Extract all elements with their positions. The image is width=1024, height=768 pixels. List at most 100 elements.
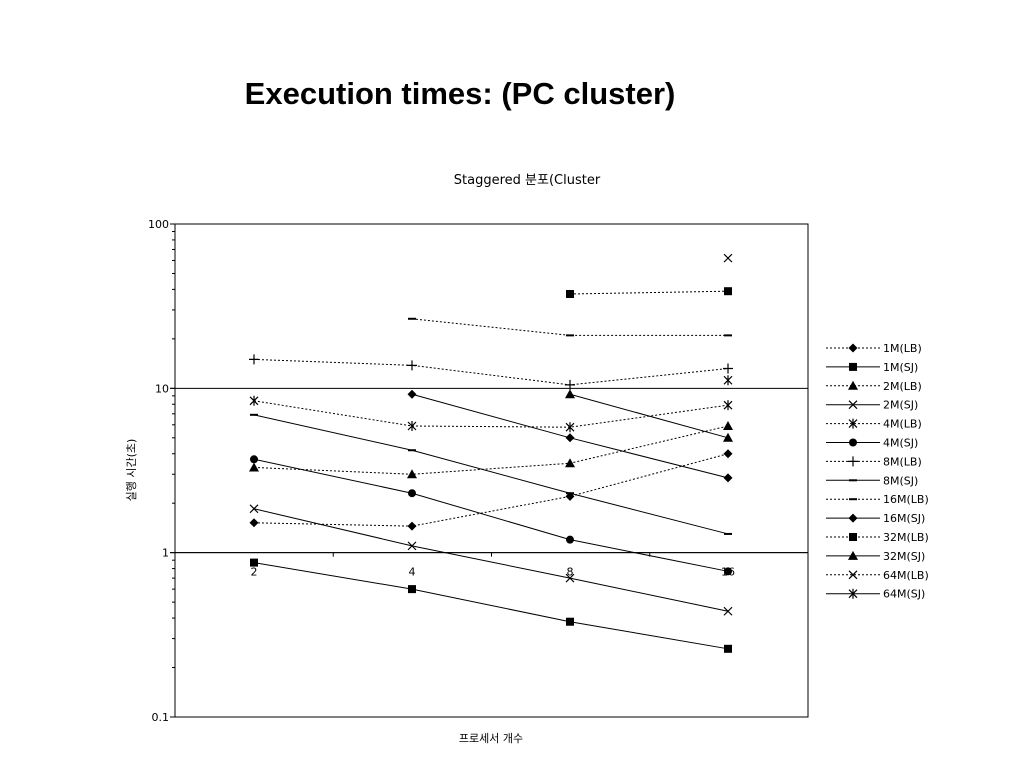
series-line	[253, 425, 729, 475]
data-point	[249, 462, 259, 472]
legend-marker	[848, 400, 858, 410]
series-4M(SJ)	[250, 455, 732, 576]
y-tick-label: 100	[148, 218, 169, 231]
series-line	[411, 318, 728, 336]
legend-item: 8M(LB)	[826, 455, 922, 468]
x-tick-label: 4	[409, 566, 416, 579]
series-16M(LB)	[408, 317, 732, 337]
data-point	[723, 449, 733, 459]
series-line	[569, 393, 729, 439]
legend-item: 16M(SJ)	[826, 512, 925, 525]
chart-title: Staggered 분포(Cluster	[454, 173, 601, 188]
legend-item: 4M(LB)	[826, 418, 922, 431]
legend-label: 2M(SJ)	[883, 399, 918, 412]
legend-marker	[848, 550, 858, 560]
data-point	[723, 606, 733, 616]
data-point	[724, 567, 732, 576]
data-point	[565, 422, 575, 433]
legend-item: 1M(LB)	[826, 342, 922, 355]
x-tick-label: 2	[251, 566, 258, 579]
legend-label: 64M(SJ)	[883, 588, 925, 601]
legend: 1M(LB) 1M(SJ) 2M(LB) 2M(SJ) 4M(LB) 4M(SJ) 8M(L…	[826, 342, 929, 601]
data-point	[407, 541, 417, 551]
legend-marker	[849, 533, 857, 541]
data-point	[723, 432, 733, 442]
data-point	[723, 420, 733, 430]
data-point	[566, 617, 574, 626]
series-32M(SJ)	[565, 389, 733, 442]
legend-item: 16M(LB)	[826, 493, 929, 506]
legend-item: 64M(LB)	[826, 569, 929, 582]
data-point	[408, 489, 416, 498]
series-2M(SJ)	[249, 504, 733, 616]
legend-label: 8M(SJ)	[883, 474, 918, 487]
data-point	[407, 521, 417, 531]
x-tick-label: 8	[567, 566, 574, 579]
plot-area	[174, 223, 809, 718]
data-point	[565, 389, 575, 399]
data-point	[723, 400, 733, 411]
legend-item: 2M(SJ)	[826, 399, 918, 412]
series-layer	[249, 253, 733, 653]
data-point	[723, 253, 733, 263]
data-point	[249, 504, 259, 514]
series-4M(LB)	[249, 395, 733, 433]
legend-marker	[848, 513, 858, 523]
data-point	[565, 458, 575, 468]
series-1M(SJ)	[250, 558, 732, 653]
series-64M(SJ)	[723, 375, 733, 386]
data-point	[565, 433, 575, 443]
y-tick-label: 10	[155, 382, 169, 395]
legend-label: 1M(SJ)	[883, 361, 918, 374]
legend-label: 1M(LB)	[883, 342, 922, 355]
series-line	[253, 562, 729, 650]
legend-item: 2M(LB)	[826, 380, 922, 393]
data-point	[723, 363, 733, 374]
gridlines	[175, 387, 808, 554]
series-line	[253, 358, 729, 386]
series-16M(SJ)	[407, 389, 733, 483]
axes: 100 10 1 0.1 2 4 8 16	[148, 218, 809, 724]
legend-label: 2M(LB)	[883, 380, 922, 393]
y-axis-label: 실행 시간(초)	[125, 439, 138, 502]
data-point	[566, 290, 574, 299]
data-point	[407, 420, 417, 431]
series-64M(LB)	[723, 253, 733, 263]
x-axis-label: 프로세서 개수	[459, 732, 523, 745]
legend-marker	[849, 362, 857, 371]
legend-label: 64M(LB)	[883, 569, 929, 582]
legend-marker	[848, 570, 858, 580]
series-8M(LB)	[249, 354, 733, 390]
legend-label: 16M(LB)	[883, 493, 929, 506]
legend-item: 1M(SJ)	[826, 361, 918, 374]
x-tick-label: 16	[721, 566, 735, 579]
legend-marker	[848, 418, 858, 429]
y-tick-label: 0.1	[152, 711, 170, 724]
data-point	[407, 360, 417, 371]
legend-label: 16M(SJ)	[883, 512, 925, 525]
series-32M(LB)	[566, 287, 732, 299]
series-line	[253, 400, 729, 428]
data-point	[724, 644, 732, 653]
series-line	[253, 508, 729, 612]
legend-item: 8M(SJ)	[826, 474, 918, 487]
y-tick-label: 1	[162, 547, 169, 560]
data-point	[565, 573, 575, 583]
data-point	[723, 473, 733, 483]
data-point	[249, 395, 259, 406]
data-point	[566, 535, 574, 544]
legend-item: 32M(SJ)	[826, 550, 925, 563]
legend-marker	[848, 343, 858, 353]
legend-marker	[848, 380, 858, 390]
data-point	[407, 389, 417, 399]
legend-label: 32M(SJ)	[883, 550, 925, 563]
series-line	[253, 458, 729, 572]
legend-marker	[849, 438, 857, 447]
data-point	[250, 558, 258, 567]
data-point	[723, 375, 733, 386]
series-line	[569, 290, 729, 295]
series-1M(LB)	[249, 449, 733, 531]
series-line	[253, 453, 729, 527]
legend-label: 8M(LB)	[883, 455, 922, 468]
